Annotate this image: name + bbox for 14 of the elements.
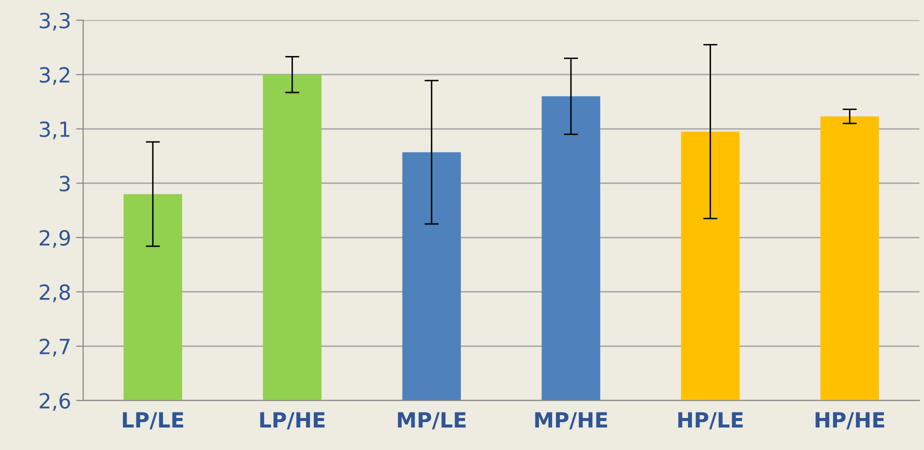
x-tick-label: MP/LE [398, 412, 466, 430]
x-tick-label: MP/HE [535, 412, 608, 430]
x-tick-label: LP/LE [122, 412, 184, 430]
y-tick-label: 2,6 [40, 392, 70, 411]
y-tick-label: 3,1 [40, 121, 70, 140]
y-tick-label: 2,7 [40, 338, 70, 357]
x-tick-label: HP/HE [816, 412, 884, 430]
y-tick-label: 3 [60, 176, 70, 192]
x-tick-label: LP/HE [260, 412, 325, 430]
y-tick-label: 2,8 [40, 284, 70, 302]
y-tick-label: 3,2 [40, 67, 70, 85]
y-tick-label: 3,3 [40, 12, 70, 31]
y-tick-label: 2,9 [40, 230, 70, 248]
x-tick-label: HP/LE [678, 412, 743, 430]
